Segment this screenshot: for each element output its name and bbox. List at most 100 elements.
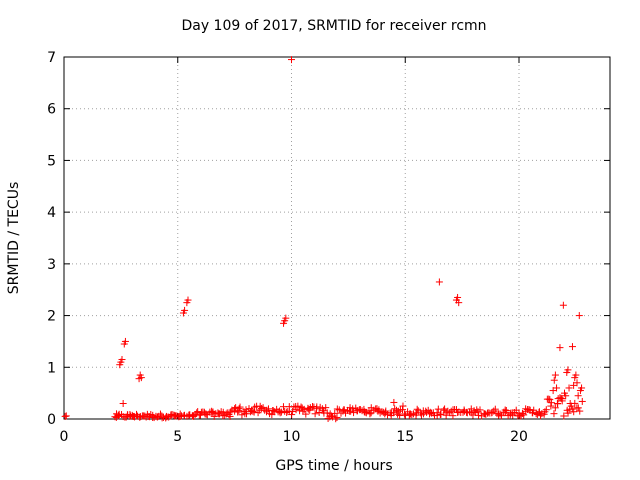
y-tick-label: 7 (47, 50, 56, 66)
data-point (454, 293, 462, 301)
data-point (360, 408, 368, 416)
data-point (547, 399, 555, 407)
y-tick-label: 3 (47, 257, 56, 273)
data-point (455, 299, 463, 307)
data-point (568, 343, 576, 351)
data-point (323, 409, 331, 417)
data-point (144, 412, 152, 420)
data-point (495, 410, 503, 418)
data-point (388, 409, 396, 417)
data-point (234, 408, 242, 416)
data-point (545, 395, 553, 403)
x-axis-label: GPS time / hours (275, 458, 392, 474)
data-point (181, 306, 189, 314)
data-point (426, 408, 434, 416)
data-point (394, 407, 402, 415)
data-point (491, 405, 499, 413)
data-point (488, 409, 496, 417)
data-point (306, 406, 314, 414)
data-point (268, 411, 276, 419)
data-point (62, 412, 70, 420)
data-point (551, 371, 559, 379)
data-point (474, 408, 482, 416)
data-point (481, 410, 489, 418)
data-point (435, 278, 443, 286)
data-point (332, 415, 340, 423)
data-point (292, 406, 300, 414)
data-point (226, 412, 234, 420)
data-point (512, 406, 520, 414)
data-point (319, 407, 327, 415)
data-point (565, 384, 573, 392)
x-tick-label: 0 (60, 429, 69, 445)
data-point (413, 405, 421, 413)
data-point (558, 397, 566, 405)
data-point (285, 407, 293, 415)
data-point (375, 406, 383, 414)
data-point (561, 389, 568, 397)
data-point (353, 407, 361, 415)
data-point (111, 413, 119, 421)
data-point (574, 392, 582, 400)
data-point (214, 409, 222, 417)
data-point (525, 406, 533, 414)
x-tick-label: 15 (396, 429, 414, 445)
data-point (118, 356, 126, 364)
data-point (171, 412, 179, 420)
data-point (381, 410, 389, 418)
data-point (574, 404, 582, 412)
data-point (460, 407, 468, 415)
data-point (554, 399, 562, 407)
data-point (133, 412, 141, 420)
data-point (121, 337, 129, 345)
data-point (140, 412, 148, 420)
data-point (515, 410, 523, 418)
data-point (347, 407, 355, 415)
data-point (542, 406, 550, 414)
data-point (311, 410, 319, 418)
data-point (232, 404, 240, 412)
data-point (158, 412, 166, 420)
data-marks (61, 56, 586, 423)
data-point (550, 376, 558, 384)
data-point (520, 411, 528, 419)
data-point (190, 412, 198, 420)
data-point (294, 402, 302, 410)
data-point (573, 379, 581, 387)
data-point (391, 405, 399, 413)
data-point (137, 374, 145, 382)
y-tick-label: 6 (47, 102, 56, 118)
data-point (508, 409, 516, 417)
data-point (208, 409, 216, 417)
data-point (315, 408, 323, 416)
data-point (578, 384, 586, 392)
data-point (184, 296, 192, 304)
y-tick-label: 1 (47, 360, 56, 376)
tick-labels: 0 5 10 15 20 0 1 2 3 4 5 6 7 (47, 50, 528, 445)
data-point (149, 411, 157, 419)
data-point (313, 405, 321, 413)
data-point (374, 407, 382, 415)
data-point (223, 409, 231, 417)
data-point (522, 407, 530, 415)
grid (64, 57, 610, 419)
data-point (185, 411, 193, 419)
data-point (447, 407, 455, 415)
data-point (442, 409, 450, 417)
data-point (576, 407, 584, 415)
y-axis-label: SRMTID / TECUs (6, 182, 22, 295)
data-point (153, 413, 161, 421)
data-point (236, 403, 244, 411)
data-point (299, 407, 307, 415)
data-point (572, 371, 580, 379)
data-point (437, 410, 445, 418)
data-point (546, 396, 554, 404)
data-point (547, 402, 555, 410)
data-point (326, 410, 334, 418)
data-point (215, 410, 223, 418)
data-point (262, 408, 270, 416)
data-point (340, 406, 348, 414)
x-tick-label: 5 (173, 429, 182, 445)
data-point (575, 312, 583, 320)
data-point (282, 314, 290, 322)
